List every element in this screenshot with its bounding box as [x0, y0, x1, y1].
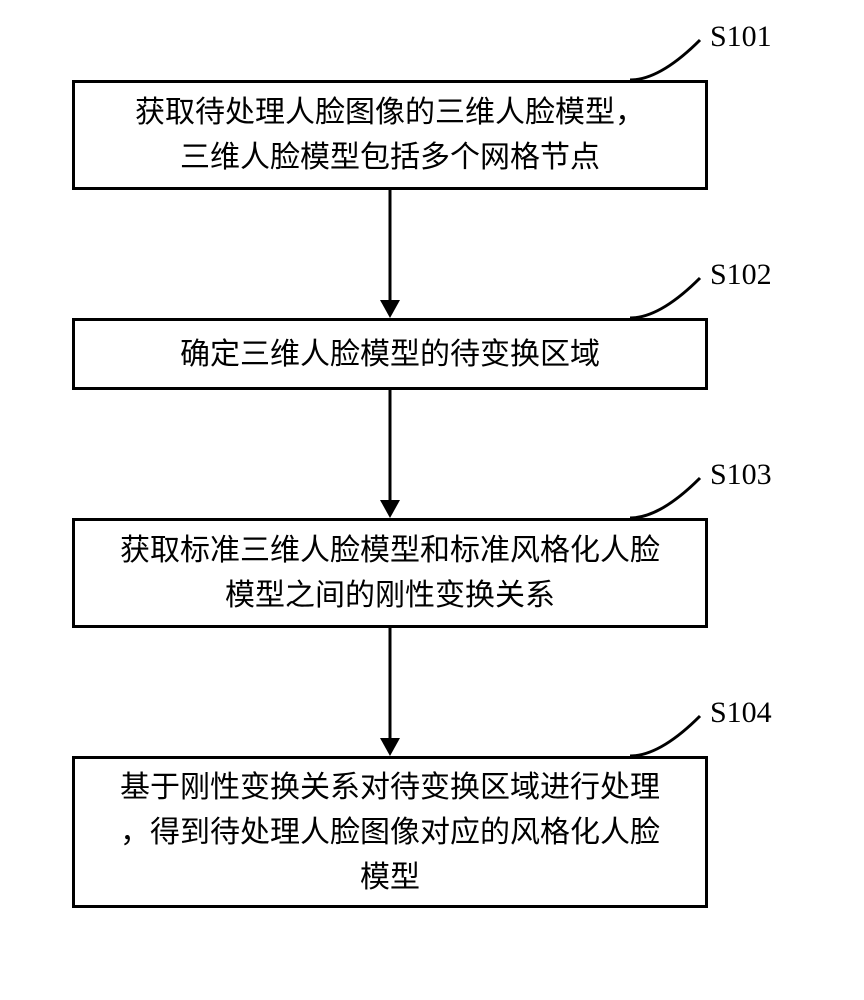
step-label-s103: S103 [710, 458, 772, 492]
label-text: S104 [710, 696, 772, 729]
line1: 获取标准三维人脸模型和标准风格化人脸 模型之间的刚性变换关系 [120, 534, 660, 612]
step-text-s101: 获取待处理人脸图像的三维人脸模型， 三维人脸模型包括多个网格节点 [135, 90, 645, 180]
step-box-s102: 确定三维人脸模型的待变换区域 [72, 318, 708, 390]
step-box-s101: 获取待处理人脸图像的三维人脸模型， 三维人脸模型包括多个网格节点 [72, 80, 708, 190]
label-text: S102 [710, 258, 772, 291]
step-label-s104: S104 [710, 696, 772, 730]
step-text-s102: 确定三维人脸模型的待变换区域 [180, 332, 600, 377]
flowchart-container: S101 获取待处理人脸图像的三维人脸模型， 三维人脸模型包括多个网格节点 S1… [0, 0, 864, 1000]
step-text-s104: 基于刚性变换关系对待变换区域进行处理 ，得到待处理人脸图像对应的风格化人脸 模型 [120, 765, 660, 900]
step-box-s103: 获取标准三维人脸模型和标准风格化人脸 模型之间的刚性变换关系 [72, 518, 708, 628]
step-label-s102: S102 [710, 258, 772, 292]
label-text: S101 [710, 20, 772, 53]
line1: 获取待处理人脸图像的三维人脸模型， 三维人脸模型包括多个网格节点 [135, 96, 645, 174]
line1: 基于刚性变换关系对待变换区域进行处理 ，得到待处理人脸图像对应的风格化人脸 模型 [120, 771, 660, 894]
line1: 确定三维人脸模型的待变换区域 [180, 338, 600, 371]
step-label-s101: S101 [710, 20, 772, 54]
step-text-s103: 获取标准三维人脸模型和标准风格化人脸 模型之间的刚性变换关系 [120, 528, 660, 618]
label-text: S103 [710, 458, 772, 491]
step-box-s104: 基于刚性变换关系对待变换区域进行处理 ，得到待处理人脸图像对应的风格化人脸 模型 [72, 756, 708, 908]
